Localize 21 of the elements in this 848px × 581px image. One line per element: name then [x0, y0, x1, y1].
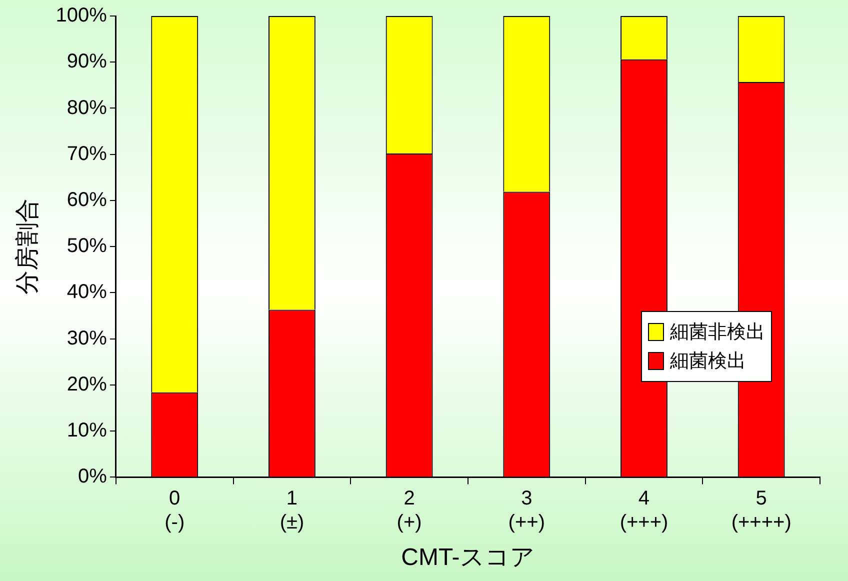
x-tick-label: 4 (+++)	[620, 488, 668, 534]
y-tick-label: 90%	[66, 50, 108, 73]
y-tick-label: 0%	[78, 466, 108, 488]
x-tick-label: 3 (++)	[508, 488, 545, 534]
y-tick-label: 60%	[66, 188, 108, 211]
y-tick-label: 80%	[66, 96, 108, 119]
y-tick-label: 30%	[66, 327, 108, 350]
y-tick-label: 50%	[66, 235, 108, 258]
legend-label: 細菌非検出	[670, 320, 765, 346]
y-tick-label: 40%	[66, 281, 108, 304]
series-label: 細菌検出	[670, 349, 746, 374]
y-tick-label: 100%	[56, 4, 108, 27]
x-tick-label: 1 (±)	[280, 488, 304, 534]
x-tick-label: 5 (++++)	[731, 488, 792, 534]
y-tick-label: 20%	[66, 373, 108, 396]
x-tick-label: 0 (-)	[164, 488, 185, 534]
y-tick-label: 70%	[66, 142, 108, 165]
y-tick-label: 10%	[66, 420, 108, 442]
x-axis-title: CMT-スコア	[401, 544, 535, 572]
x-tick-label: 2 (+)	[396, 488, 422, 534]
y-axis-title: 分房割合	[14, 198, 42, 295]
